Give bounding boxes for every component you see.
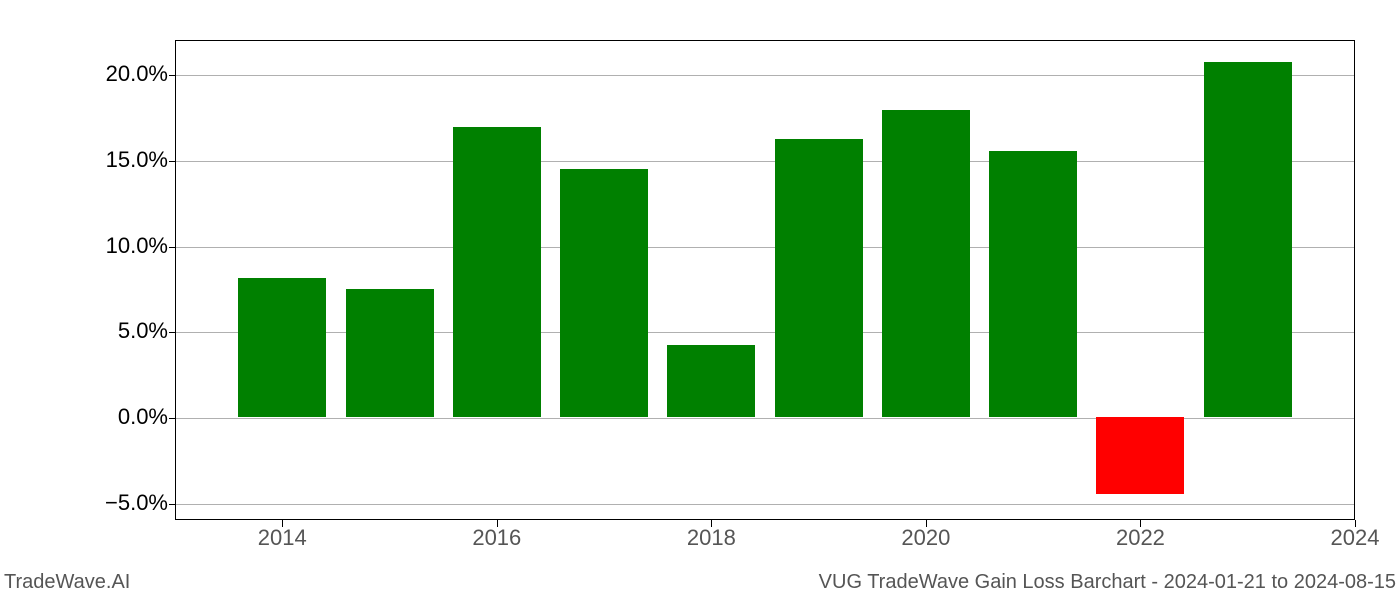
y-axis-tick-label: −5.0%	[68, 490, 168, 516]
bar	[238, 278, 326, 417]
bar	[1204, 62, 1292, 417]
y-axis-tick-label: 10.0%	[68, 233, 168, 259]
y-tick-mark	[169, 504, 176, 505]
bar	[1096, 417, 1184, 494]
bar	[989, 151, 1077, 417]
y-tick-mark	[169, 418, 176, 419]
footer-left-text: TradeWave.AI	[4, 571, 130, 594]
y-tick-mark	[169, 161, 176, 162]
bar	[882, 110, 970, 417]
x-axis-tick-label: 2022	[1116, 525, 1165, 551]
x-axis-tick-label: 2016	[472, 525, 521, 551]
gridline	[176, 247, 1354, 248]
bar	[775, 139, 863, 417]
gridline	[176, 161, 1354, 162]
x-axis-tick-label: 2014	[258, 525, 307, 551]
gridline	[176, 75, 1354, 76]
gridline	[176, 504, 1354, 505]
footer-right-text: VUG TradeWave Gain Loss Barchart - 2024-…	[819, 571, 1396, 594]
y-axis-tick-label: 5.0%	[68, 318, 168, 344]
x-axis-tick-label: 2024	[1331, 525, 1380, 551]
x-axis-tick-label: 2018	[687, 525, 736, 551]
y-axis-tick-label: 15.0%	[68, 147, 168, 173]
bar	[346, 289, 434, 418]
y-axis-tick-label: 20.0%	[68, 61, 168, 87]
bar	[453, 127, 541, 417]
chart-container: TradeWave.AI VUG TradeWave Gain Loss Bar…	[0, 0, 1400, 600]
y-tick-mark	[169, 247, 176, 248]
bar	[560, 169, 648, 418]
y-axis-tick-label: 0.0%	[68, 404, 168, 430]
y-tick-mark	[169, 332, 176, 333]
x-axis-tick-label: 2020	[901, 525, 950, 551]
bar	[667, 345, 755, 417]
y-tick-mark	[169, 75, 176, 76]
